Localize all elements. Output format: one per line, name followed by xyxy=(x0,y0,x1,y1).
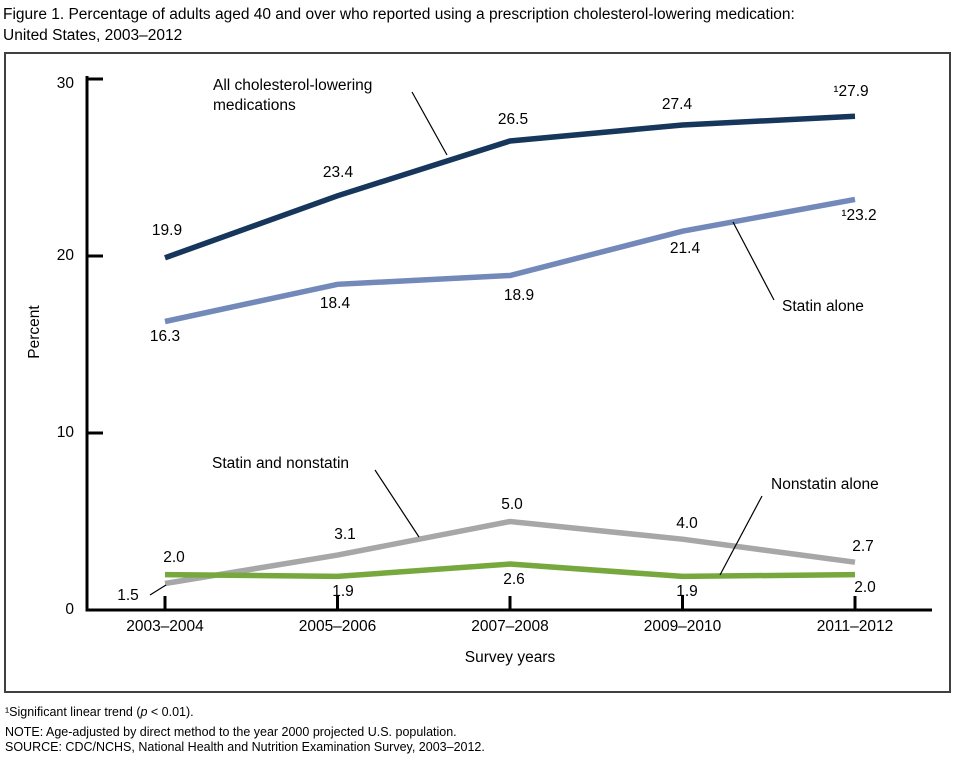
value-label: 2.0 xyxy=(163,549,185,566)
value-label: 16.3 xyxy=(149,328,181,345)
value-label: 26.5 xyxy=(497,111,529,128)
footnote-source: SOURCE: CDC/NCHS, National Health and Nu… xyxy=(5,740,485,754)
series-label-all-medications: All cholesterol-lowering medications xyxy=(213,77,373,114)
x-tick-label: 2009–2010 xyxy=(643,618,722,635)
value-label: 18.9 xyxy=(503,287,535,304)
callout-line xyxy=(374,469,420,538)
figure-title: Figure 1. Percentage of adults aged 40 a… xyxy=(3,4,953,46)
callout-line xyxy=(149,584,167,596)
value-label: 2.7 xyxy=(852,538,874,555)
value-label: 27.4 xyxy=(661,96,693,113)
y-tick-label: 10 xyxy=(56,424,74,441)
value-label: 19.9 xyxy=(151,222,183,239)
value-label: 2.6 xyxy=(503,571,525,588)
value-label: ¹23.2 xyxy=(841,207,877,224)
value-label: 18.4 xyxy=(319,295,351,312)
value-label: 1.5 xyxy=(117,587,139,604)
y-tick-label: 0 xyxy=(65,601,74,618)
x-tick-label: 2007–2008 xyxy=(471,618,549,635)
value-label: 23.4 xyxy=(322,164,354,181)
line-series-1 xyxy=(164,196,856,325)
plot-area: 0 10 20 30 2003–2004 2005–2006 2007–2008… xyxy=(6,54,949,691)
callout-line xyxy=(719,495,763,576)
value-label: 21.4 xyxy=(669,240,701,257)
x-tick-label: 2011–2012 xyxy=(816,618,894,635)
value-label: 2.0 xyxy=(854,579,876,596)
y-tick-label: 20 xyxy=(56,247,74,264)
figure-title-line2: United States, 2003–2012 xyxy=(3,27,183,44)
value-label: ¹27.9 xyxy=(833,83,869,100)
line-series-0 xyxy=(164,113,856,261)
series-label-nonstatin-alone: Nonstatin alone xyxy=(771,476,879,493)
y-tick-label: 30 xyxy=(56,75,74,92)
callout-line xyxy=(732,221,775,301)
series-label-statin-and-nonstatin: Statin and nonstatin xyxy=(212,455,350,472)
line-series-3 xyxy=(164,561,856,580)
value-label: 4.0 xyxy=(676,515,698,532)
value-label: 1.9 xyxy=(332,583,354,600)
footnote-note: NOTE: Age-adjusted by direct method to t… xyxy=(5,725,457,739)
x-tick-label: 2003–2004 xyxy=(126,618,204,635)
line-series-2 xyxy=(164,518,856,587)
callout-line xyxy=(411,91,448,156)
value-label: 1.9 xyxy=(676,583,698,600)
x-tick-label: 2005–2006 xyxy=(298,618,377,635)
series-label-statin-alone: Statin alone xyxy=(782,298,864,315)
chart-svg xyxy=(85,76,932,612)
figure-title-line1: Figure 1. Percentage of adults aged 40 a… xyxy=(3,6,795,23)
value-label: 5.0 xyxy=(501,496,523,513)
footnote-significance: ¹Significant linear trend (p < 0.01). xyxy=(5,705,194,719)
figure-box: 0 10 20 30 2003–2004 2005–2006 2007–2008… xyxy=(4,52,951,693)
value-label: 3.1 xyxy=(334,526,356,543)
x-axis-title: Survey years xyxy=(464,649,556,666)
